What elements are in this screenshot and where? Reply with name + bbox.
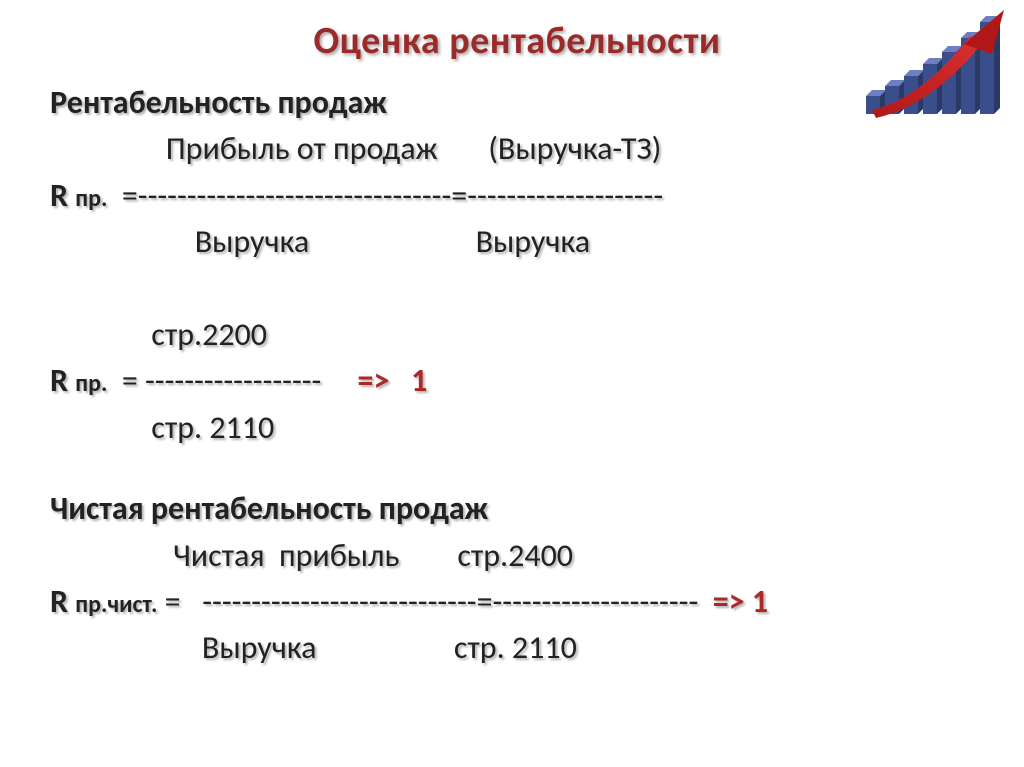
formula2-mid: R пр. = ------------------ => 1	[50, 358, 984, 404]
f3-top-right: стр.2400	[457, 536, 573, 575]
formula1-bottom: Выручка Выручка	[50, 219, 984, 265]
spacer2	[50, 451, 984, 486]
formula2-bottom: стр. 2110	[50, 405, 984, 451]
f3-eq2: =	[477, 582, 493, 621]
f3-bot-left: Выручка	[202, 628, 316, 667]
f2-lhs-sub: пр.	[75, 369, 107, 398]
f1-bot-right: Выручка	[476, 222, 590, 261]
f2-arrow: =>	[321, 361, 411, 400]
formula2-top: стр.2200	[50, 312, 984, 358]
f2-target: 1	[411, 361, 427, 400]
f2-lhs-R: R	[50, 361, 75, 400]
growth-chart-icon	[852, 6, 1012, 121]
f3-lhs-R: R	[50, 582, 75, 621]
f1-dashes1: --------------------------------	[138, 176, 452, 215]
f1-bot-left: Выручка	[195, 222, 309, 261]
f3-dashes1: ----------------------------	[202, 582, 476, 621]
f1-lhs-sub: пр.	[75, 184, 107, 213]
f3-dashes2: ---------------------	[493, 582, 699, 621]
f3-eq1: =	[157, 582, 202, 621]
slide-title: Оценка рентабельности	[50, 18, 984, 64]
f3-arrow: =>	[698, 582, 752, 621]
f2-dashes: ------------------	[145, 361, 321, 400]
f1-lhs-R: R	[50, 176, 75, 215]
f3-bot-right: стр. 2110	[454, 628, 577, 667]
f1-dashes2: --------------------	[467, 176, 663, 215]
f3-target: 1	[752, 582, 768, 621]
slide: Оценка рентабельности Рентабельность про…	[0, 0, 1024, 767]
f3-top-left: Чистая прибыль	[173, 536, 399, 575]
f2-top: стр.2200	[151, 315, 267, 354]
f1-eq2: =	[451, 176, 467, 215]
formula1-top: Прибыль от продаж (Выручка-ТЗ)	[50, 126, 984, 172]
f1-top-right: (Выручка-ТЗ)	[488, 129, 661, 168]
section1-heading: Рентабельность продаж	[50, 80, 984, 126]
f3-lhs-sub: пр.чист.	[75, 590, 157, 619]
section2-heading: Чистая рентабельность продаж	[50, 486, 984, 532]
spacer1	[50, 266, 984, 312]
formula3-top: Чистая прибыль стр.2400	[50, 533, 984, 579]
formula3-mid: R пр.чист. = ---------------------------…	[50, 579, 984, 625]
formula1-mid: R пр. =--------------------------------=…	[50, 173, 984, 219]
f1-eq1: =	[107, 176, 137, 215]
formula3-bottom: Выручка стр. 2110	[50, 625, 984, 671]
f1-top-left: Прибыль от продаж	[166, 129, 438, 168]
f2-bot: стр. 2110	[151, 408, 274, 447]
f2-eq: =	[107, 361, 145, 400]
